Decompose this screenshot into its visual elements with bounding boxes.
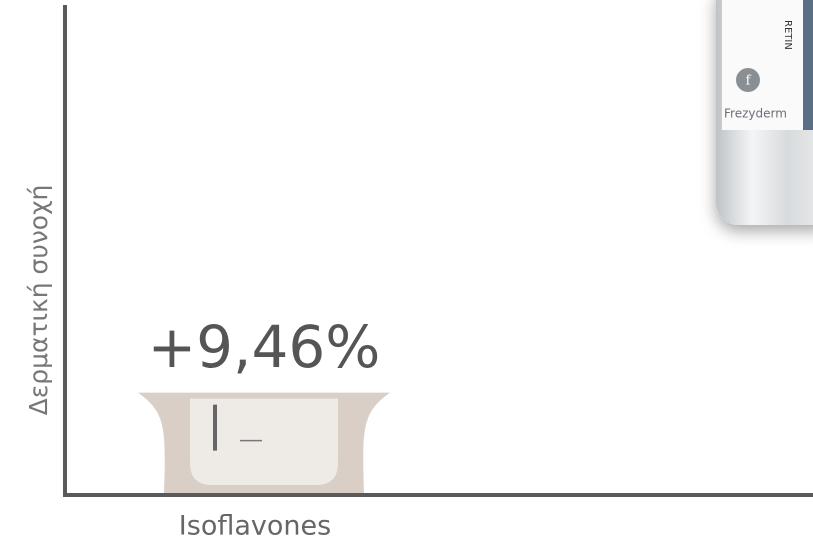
bar-inner bbox=[190, 399, 338, 485]
value-label: +9,46% bbox=[148, 313, 381, 381]
page: f Frezyderm RETIN Δερματική συνοχή +9,46… bbox=[0, 0, 813, 546]
chart: f Frezyderm RETIN Δερματική συνοχή +9,46… bbox=[0, 0, 813, 546]
x-tick-label: Isoflavones bbox=[179, 511, 331, 542]
product-label: RETIN bbox=[782, 20, 793, 50]
product-bottle: f Frezyderm RETIN bbox=[716, 0, 813, 225]
y-axis-label: Δερματική συνοχή bbox=[24, 185, 53, 416]
brand: Frezyderm bbox=[724, 107, 787, 121]
